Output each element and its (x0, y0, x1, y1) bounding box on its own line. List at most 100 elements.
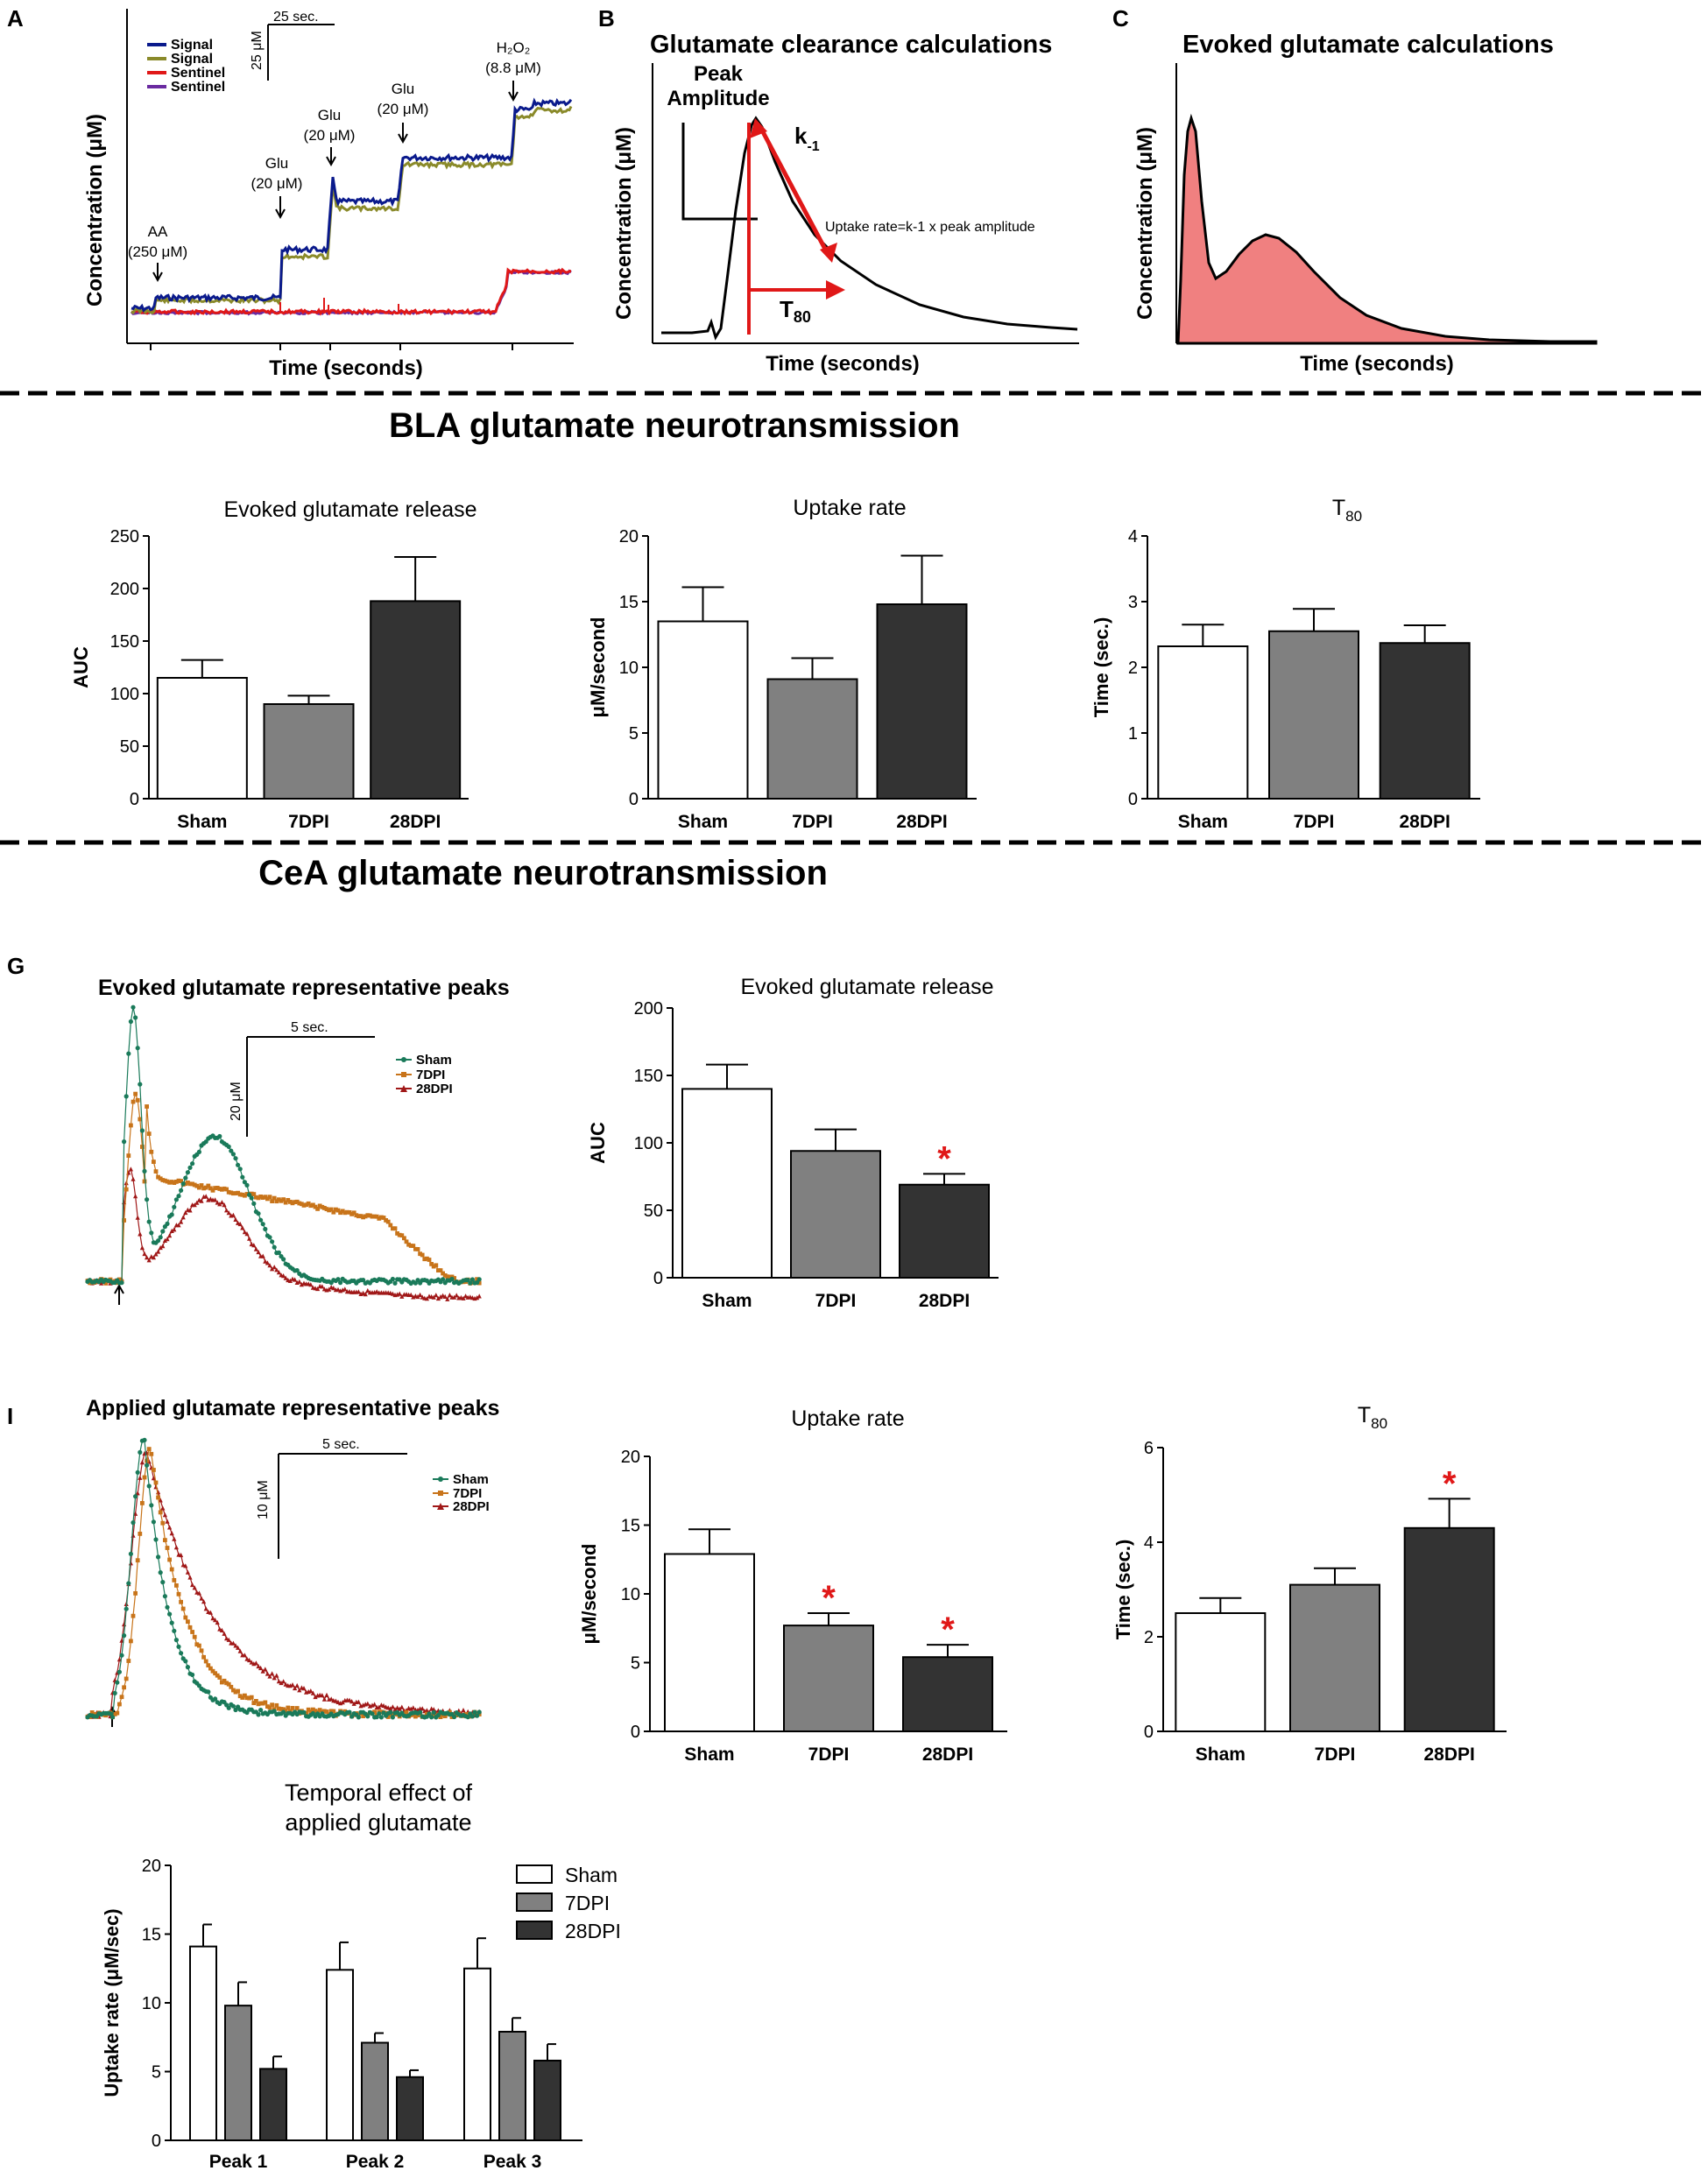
k-1-slope-arrow (758, 125, 830, 256)
bar-7dpi (1289, 1583, 1380, 1732)
y-tick-label: 6 (1144, 1439, 1154, 1458)
legend-swatch (516, 1864, 553, 1884)
legend-marker (401, 1072, 406, 1077)
x-tick-label: Sham (1178, 812, 1228, 832)
x-tick-label: Sham (702, 1291, 752, 1311)
bar-7dpi (766, 678, 858, 800)
scale-bar (681, 123, 758, 221)
caption-line1: Temporal effect of (285, 1780, 473, 1806)
chart-title: T80 (1332, 496, 1362, 525)
bar-28dpi (1403, 1526, 1495, 1733)
trace-28dpi-line (87, 1452, 480, 1718)
x-tick-label: 7DPI (792, 812, 833, 832)
trace-sham (85, 1004, 482, 1286)
auc-shaded-area (1176, 113, 1598, 345)
x-axis-label: Time (seconds) (269, 356, 423, 380)
legend-marker (401, 1057, 406, 1062)
chart-title-sub: 80 (1371, 1415, 1387, 1432)
x-tick-label: Sham (678, 812, 728, 832)
annotation-glu1-line1: Glu (265, 155, 288, 172)
bar-28dpi (533, 2059, 561, 2141)
x-tick-label: Peak 3 (483, 2152, 542, 2172)
bar-sham (463, 1967, 491, 2141)
chart-title-sub: 80 (1345, 508, 1362, 525)
injection-annotations: AA (250 μM) Glu (20 μM) Glu (20 μM) Glu … (128, 39, 541, 283)
panel-title: Applied glutamate representative peaks (86, 1396, 499, 1420)
annotation-glu2-line2: (20 μM) (304, 127, 356, 144)
y-tick-label: 50 (120, 737, 139, 757)
y-tick-label: 200 (634, 999, 663, 1019)
legend: Signal Signal Sentinel Sentinel (147, 38, 225, 95)
chart-title-main: T (1358, 1403, 1371, 1427)
applied-peak-traces (85, 1437, 482, 1720)
chart-title-main: Evoked glutamate release (223, 497, 476, 522)
scale-label-y: 25 μM (250, 31, 265, 70)
y-axis-label: μM/second (578, 1544, 600, 1645)
sentinel-trace-purple (130, 269, 572, 316)
bar-7dpi (263, 703, 355, 800)
bar-7dpi (498, 2030, 526, 2141)
x-tick-label: 7DPI (815, 1291, 857, 1311)
arrow-down-icon (152, 263, 163, 283)
x-tick-label: 7DPI (1294, 812, 1335, 832)
x-tick-label: 7DPI (808, 1745, 850, 1765)
bar-7dpi (790, 1150, 881, 1279)
y-tick-label: 0 (1144, 1723, 1154, 1742)
bar-28dpi (1379, 642, 1471, 800)
bar-sham (664, 1553, 755, 1732)
y-axis-label: AUC (587, 1122, 609, 1164)
bar-7dpi (1268, 630, 1359, 800)
y-tick-label: 0 (152, 2132, 161, 2151)
panel-a-signal-trace: A Concentration (μM) Time (seconds) 25 s… (7, 5, 574, 380)
annotation-aa-line2: (250 μM) (128, 243, 187, 260)
y-tick-label: 10 (621, 1585, 640, 1604)
signal-trace-olive (131, 105, 573, 315)
x-tick-label: Peak 2 (346, 2152, 405, 2172)
bar-28dpi (370, 600, 462, 800)
arrow-down-icon (326, 147, 336, 167)
y-tick-label: 4 (1128, 527, 1138, 546)
arrow-down-icon (275, 196, 286, 220)
y-tick-label: 20 (619, 527, 639, 546)
y-axis-label: Concentration (μM) (83, 114, 107, 307)
annotation-glu2-line1: Glu (318, 107, 341, 123)
x-tick-label: 28DPI (390, 812, 441, 832)
y-tick-label: 4 (1144, 1533, 1154, 1553)
y-tick-label: 0 (631, 1723, 640, 1742)
bar-sham (681, 1088, 773, 1279)
panel-c-auc-diagram: C Evoked glutamate calculations Concentr… (1112, 5, 1598, 376)
trace-28dpi (85, 1450, 482, 1719)
arrow-heads-icon (750, 118, 837, 263)
caption-line2: applied glutamate (285, 1809, 471, 1836)
legend-label: 28DPI (565, 1920, 621, 1942)
trace-sham-line (87, 1439, 480, 1719)
y-tick-label: 150 (634, 1067, 663, 1086)
bar-chart-e: Uptake rate 0 5 10 15 20 μM/second Sham 7DPI 28DP… (587, 496, 977, 832)
chart-title: Uptake rate (791, 1406, 904, 1431)
annotation-h2o2-line2: (8.8 μM) (485, 60, 541, 76)
y-tick-label: 50 (644, 1202, 663, 1221)
chart-title: T80 (1358, 1403, 1387, 1432)
legend-marker (438, 1491, 443, 1496)
significance-star: * (1443, 1464, 1457, 1503)
panel-title: Evoked glutamate representative peaks (98, 976, 510, 1000)
bar-sham (1157, 645, 1249, 800)
trace-sham-line (87, 1007, 480, 1285)
arrow-down-icon (398, 123, 408, 144)
bar-chart-h: Evoked glutamate release 0 50 100 150 200 AUC S… (587, 975, 999, 1311)
k-1-label: k-1 (794, 123, 820, 154)
annotation-aa-line1: AA (148, 223, 168, 240)
arrow-down-icon (508, 81, 519, 102)
y-tick-label: 1 (1128, 724, 1138, 744)
bar-28dpi (899, 1183, 990, 1279)
bar-chart-j: Uptake rate 0 5 10 15 20 μM/second Sham 7DPI * 28D… (578, 1406, 1007, 1765)
y-tick-label: 2 (1128, 659, 1138, 678)
y-tick-label: 150 (110, 632, 139, 652)
panel-title: Evoked glutamate calculations (1182, 31, 1554, 59)
y-tick-label: 5 (629, 724, 639, 744)
trace-28dpi-line (87, 1167, 480, 1300)
y-axis-label: Time (sec.) (1112, 1540, 1134, 1640)
sentinel-trace-red (131, 267, 572, 316)
legend: Sham 7DPI 28DPI (396, 1053, 453, 1096)
bar-sham (657, 620, 749, 800)
